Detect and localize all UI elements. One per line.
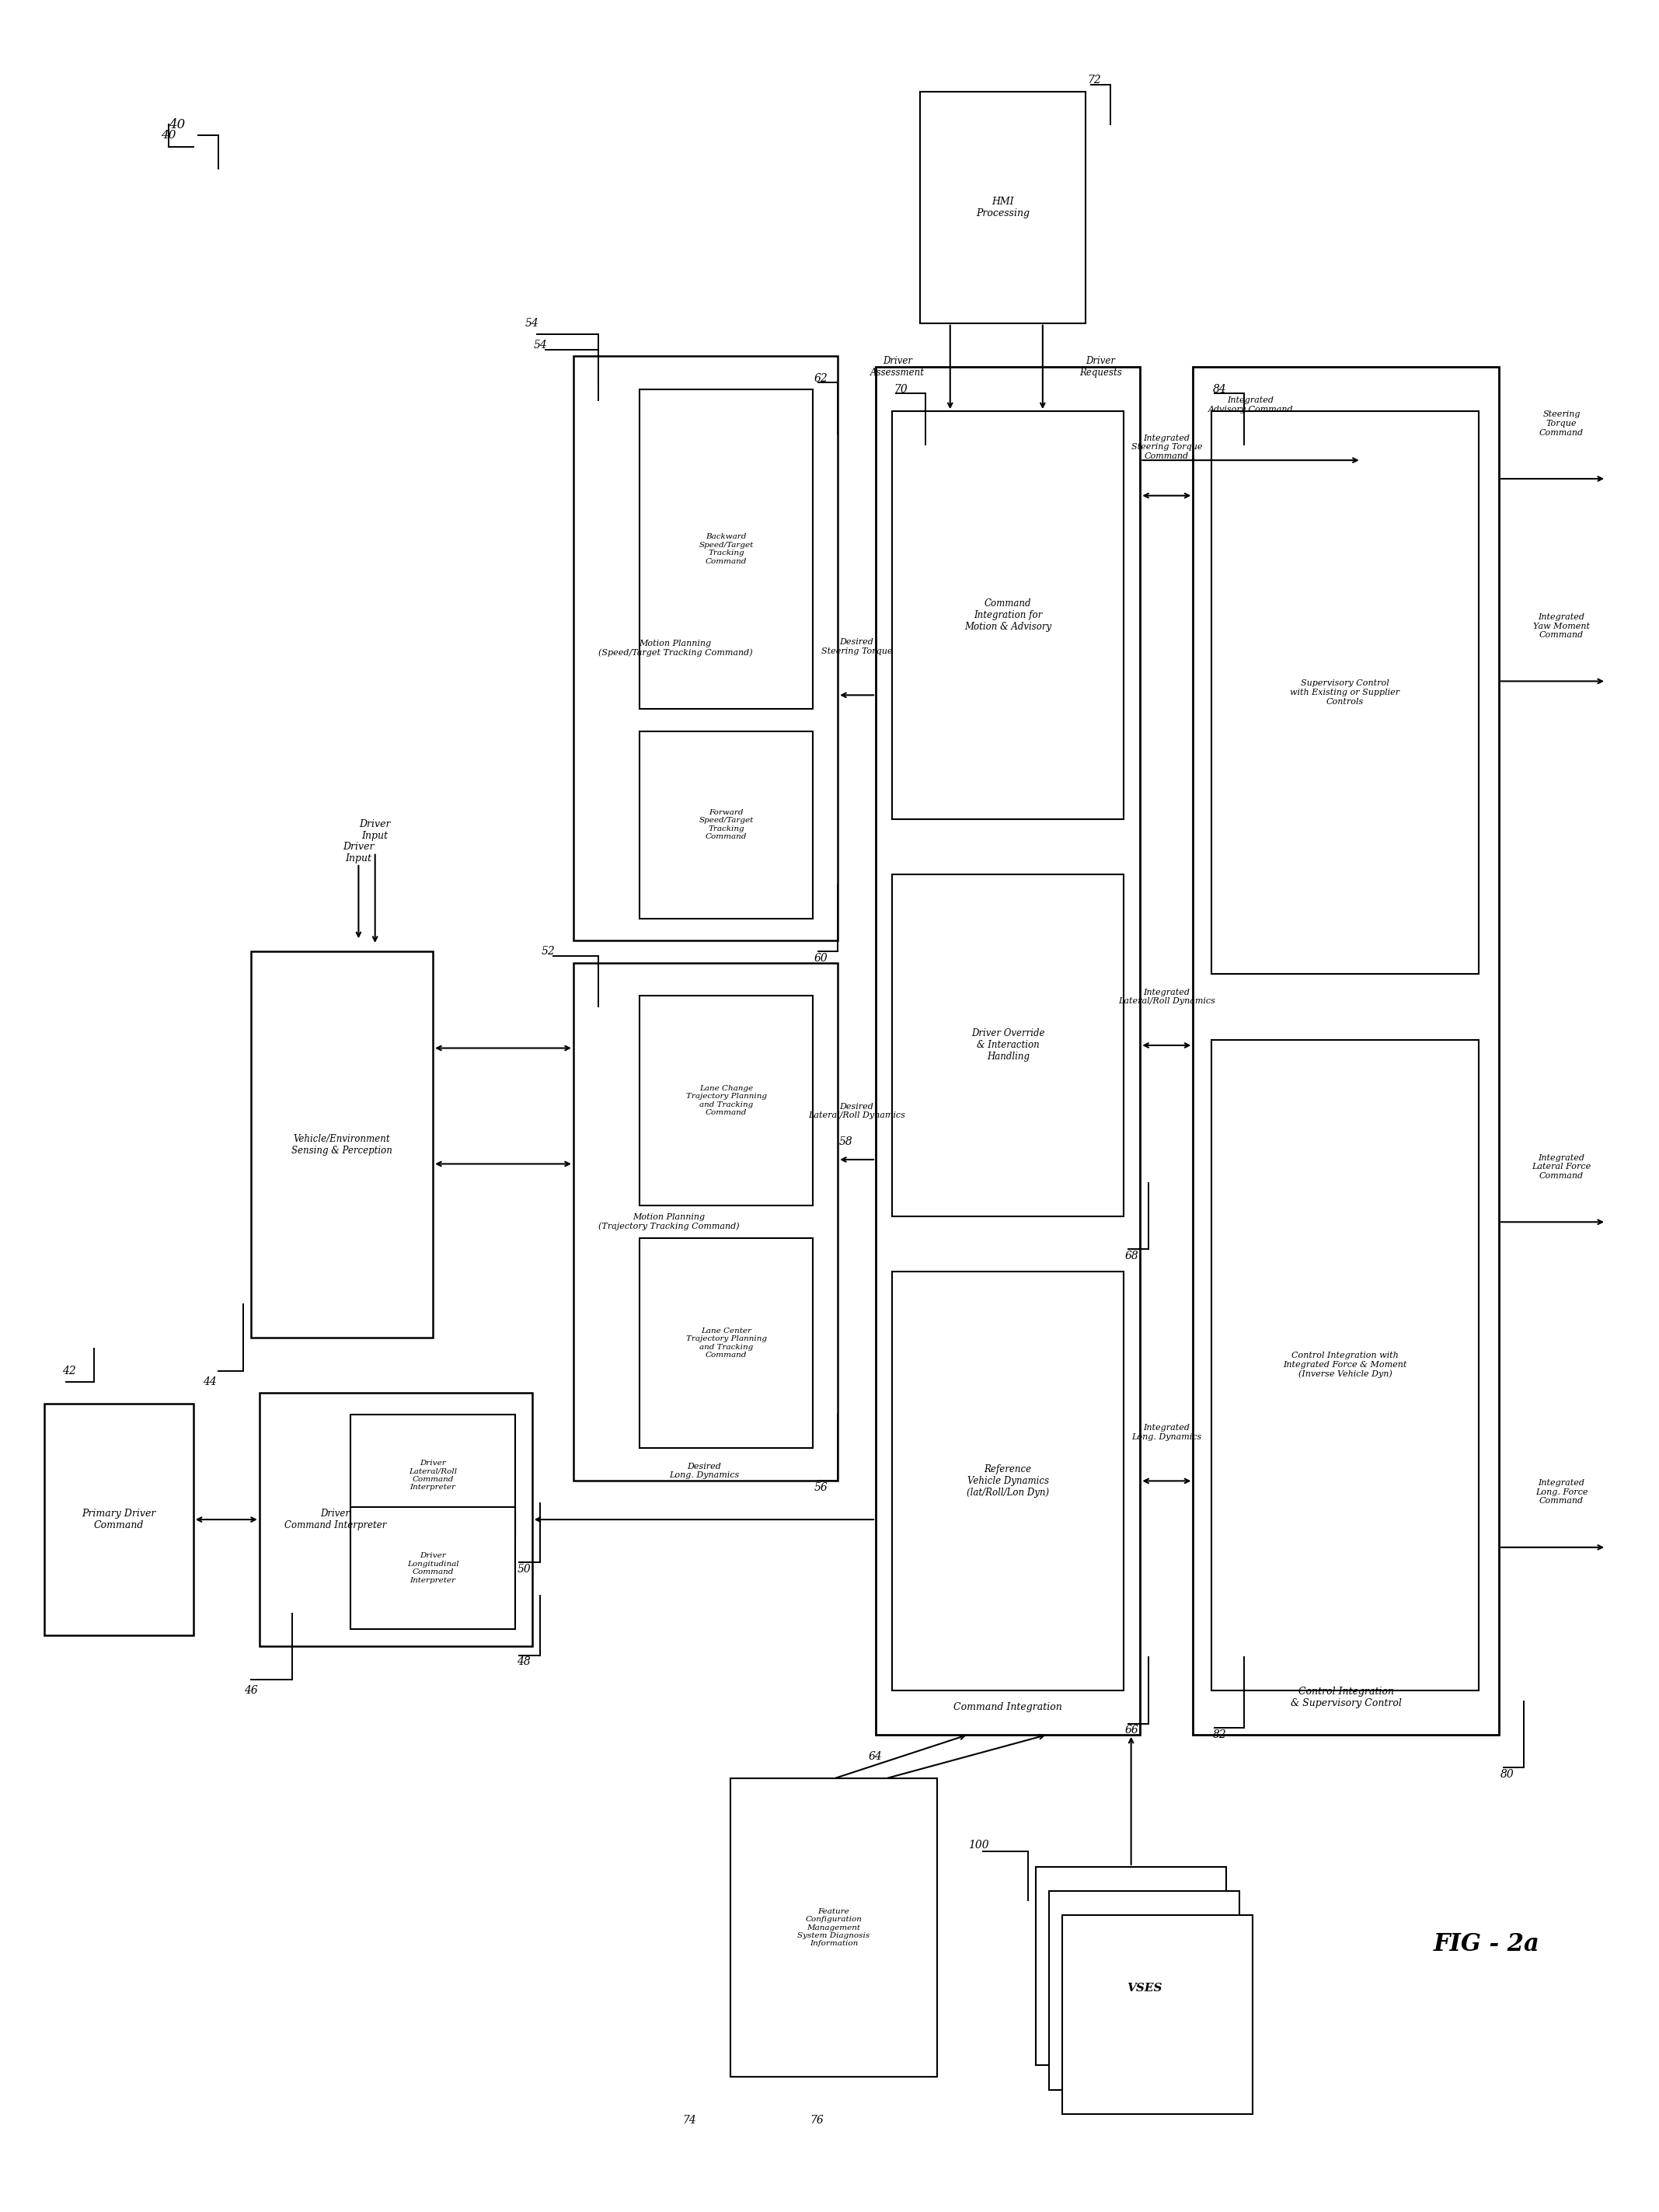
- FancyBboxPatch shape: [1211, 1040, 1478, 1690]
- Text: 74: 74: [682, 2115, 695, 2126]
- Text: 58: 58: [839, 1137, 853, 1148]
- Text: Driver Override
& Interaction
Handling: Driver Override & Interaction Handling: [971, 1029, 1045, 1062]
- Text: 52: 52: [542, 947, 556, 958]
- Text: 44: 44: [202, 1376, 217, 1387]
- Text: 82: 82: [1213, 1730, 1226, 1741]
- FancyBboxPatch shape: [259, 1394, 533, 1646]
- Text: 48: 48: [518, 1657, 531, 1668]
- Text: 50: 50: [518, 1564, 531, 1575]
- Text: Steering
Torque
Command: Steering Torque Command: [1540, 411, 1584, 436]
- Text: Reference
Vehicle Dynamics
(lat/Roll/Lon Dyn): Reference Vehicle Dynamics (lat/Roll/Lon…: [967, 1464, 1048, 1498]
- Text: 66: 66: [1125, 1725, 1138, 1736]
- Text: Motion Planning
(Speed/Target Tracking Command): Motion Planning (Speed/Target Tracking C…: [599, 639, 753, 657]
- Text: Lane Center
Trajectory Planning
and Tracking
Command: Lane Center Trajectory Planning and Trac…: [685, 1327, 766, 1358]
- FancyBboxPatch shape: [1062, 1916, 1253, 2115]
- Text: Integrated
Steering Torque
Command: Integrated Steering Torque Command: [1131, 434, 1203, 460]
- Text: Driver
Longitudinal
Command
Interpreter: Driver Longitudinal Command Interpreter: [406, 1553, 460, 1584]
- Text: HMI
Processing: HMI Processing: [975, 197, 1030, 219]
- Text: Integrated
Lateral Force
Command: Integrated Lateral Force Command: [1531, 1155, 1591, 1179]
- FancyBboxPatch shape: [639, 730, 813, 918]
- Text: Desired
Steering Torque: Desired Steering Torque: [821, 639, 893, 655]
- Text: 56: 56: [815, 1482, 828, 1493]
- FancyBboxPatch shape: [574, 962, 838, 1482]
- Text: 64: 64: [868, 1752, 883, 1763]
- FancyBboxPatch shape: [893, 874, 1123, 1217]
- Text: Vehicle/Environment
Sensing & Perception: Vehicle/Environment Sensing & Perception: [292, 1135, 393, 1155]
- Text: Driver
Input: Driver Input: [343, 841, 375, 863]
- Text: 68: 68: [1125, 1250, 1138, 1261]
- FancyBboxPatch shape: [639, 995, 813, 1206]
- Text: Primary Driver
Command: Primary Driver Command: [81, 1509, 156, 1531]
- Text: 84: 84: [1213, 383, 1226, 394]
- FancyBboxPatch shape: [45, 1405, 194, 1635]
- FancyBboxPatch shape: [251, 951, 433, 1338]
- Text: Driver
Command Interpreter: Driver Command Interpreter: [284, 1509, 387, 1531]
- FancyBboxPatch shape: [893, 1272, 1123, 1690]
- Text: VSES: VSES: [1126, 1982, 1161, 1993]
- FancyBboxPatch shape: [639, 389, 813, 710]
- FancyBboxPatch shape: [1211, 411, 1478, 973]
- Text: 54: 54: [526, 319, 539, 327]
- Text: Integrated
Lateral/Roll Dynamics: Integrated Lateral/Roll Dynamics: [1118, 989, 1214, 1004]
- Text: Control Integration
& Supervisory Control: Control Integration & Supervisory Contro…: [1291, 1686, 1402, 1708]
- Text: Desired
Long. Dynamics: Desired Long. Dynamics: [669, 1462, 738, 1480]
- FancyBboxPatch shape: [876, 367, 1140, 1734]
- Text: Integrated
Yaw Moment
Command: Integrated Yaw Moment Command: [1533, 613, 1589, 639]
- Text: 70: 70: [894, 383, 907, 394]
- Text: Driver
Lateral/Roll
Command
Interpreter: Driver Lateral/Roll Command Interpreter: [408, 1460, 456, 1491]
- Text: Lane Change
Trajectory Planning
and Tracking
Command: Lane Change Trajectory Planning and Trac…: [685, 1084, 766, 1117]
- Text: Control Integration with
Integrated Force & Moment
(Inverse Vehicle Dyn): Control Integration with Integrated Forc…: [1282, 1352, 1407, 1378]
- Text: 60: 60: [815, 953, 828, 964]
- Text: Forward
Speed/Target
Tracking
Command: Forward Speed/Target Tracking Command: [698, 810, 753, 841]
- FancyBboxPatch shape: [730, 1778, 937, 2077]
- Text: Integrated
Advisory Command: Integrated Advisory Command: [1208, 396, 1294, 414]
- Text: 40: 40: [161, 131, 176, 142]
- FancyBboxPatch shape: [893, 411, 1123, 818]
- Text: Backward
Speed/Target
Tracking
Command: Backward Speed/Target Tracking Command: [698, 533, 753, 564]
- FancyBboxPatch shape: [350, 1416, 516, 1535]
- Text: 46: 46: [244, 1686, 259, 1697]
- FancyBboxPatch shape: [639, 1239, 813, 1449]
- Text: 100: 100: [967, 1840, 989, 1849]
- Text: Command
Integration for
Motion & Advisory: Command Integration for Motion & Advisor…: [964, 599, 1052, 633]
- FancyBboxPatch shape: [350, 1506, 516, 1628]
- Text: Motion Planning
(Trajectory Tracking Command): Motion Planning (Trajectory Tracking Com…: [599, 1212, 740, 1230]
- Text: FIG - 2a: FIG - 2a: [1433, 1931, 1540, 1955]
- FancyBboxPatch shape: [1048, 1891, 1239, 2090]
- Text: Feature
Configuration
Management
System Diagnosis
Information: Feature Configuration Management System …: [798, 1909, 869, 1947]
- Text: Desired
Lateral/Roll Dynamics: Desired Lateral/Roll Dynamics: [808, 1102, 906, 1119]
- FancyBboxPatch shape: [921, 91, 1085, 323]
- Text: 54: 54: [534, 341, 547, 349]
- Text: Driver
Input: Driver Input: [360, 818, 392, 841]
- Text: Integrated
Long. Dynamics: Integrated Long. Dynamics: [1131, 1425, 1201, 1440]
- Text: 40: 40: [169, 117, 186, 131]
- Text: Supervisory Control
with Existing or Supplier
Controls: Supervisory Control with Existing or Sup…: [1291, 679, 1400, 706]
- Text: Command Integration: Command Integration: [954, 1703, 1062, 1712]
- Text: 72: 72: [1087, 75, 1102, 86]
- FancyBboxPatch shape: [1193, 367, 1498, 1734]
- FancyBboxPatch shape: [574, 356, 838, 940]
- FancyBboxPatch shape: [1037, 1867, 1226, 2066]
- Text: 62: 62: [815, 374, 828, 383]
- Text: 76: 76: [810, 2115, 825, 2126]
- Text: 42: 42: [63, 1365, 76, 1376]
- Text: 80: 80: [1500, 1770, 1515, 1781]
- Text: Driver
Assessment: Driver Assessment: [869, 356, 924, 378]
- Text: Integrated
Long. Force
Command: Integrated Long. Force Command: [1535, 1480, 1588, 1504]
- Text: Driver
Requests: Driver Requests: [1080, 356, 1121, 378]
